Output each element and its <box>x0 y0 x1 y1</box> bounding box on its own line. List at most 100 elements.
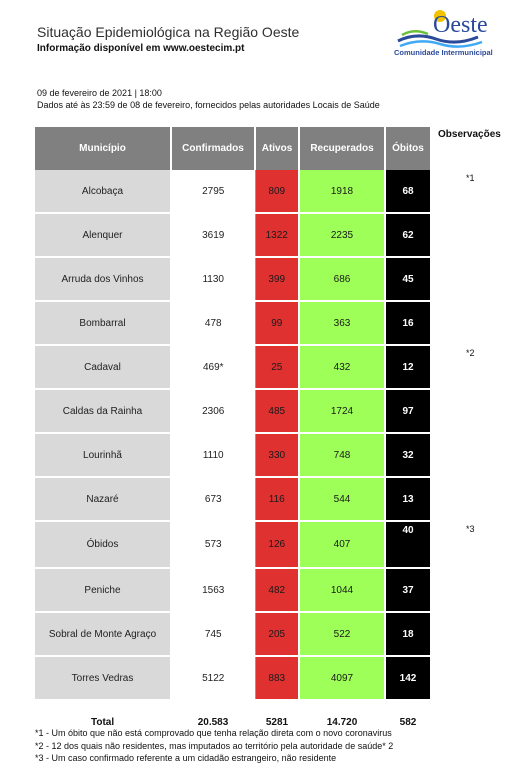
cell-municipio: Óbidos <box>35 521 172 569</box>
table-row: Bombarral 478 99 363 16 <box>35 301 430 346</box>
column-header-ativos: Ativos <box>255 127 300 170</box>
cell-obitos: 68 <box>385 170 430 214</box>
cell-municipio: Alcobaça <box>35 170 172 214</box>
cell-municipio: Lourinhã <box>35 433 172 478</box>
table-row: Torres Vedras 5122 883 4097 142 <box>35 656 430 701</box>
page-title: Situação Epidemiológica na Região Oeste <box>37 24 300 40</box>
total-ativos: 5281 <box>255 700 300 745</box>
logo-waves-icon <box>397 10 483 48</box>
table-row: Alcobaça 2795 809 1918 68 <box>35 170 430 214</box>
cell-ativos: 809 <box>255 170 300 214</box>
cell-obitos: 62 <box>385 213 430 258</box>
cell-municipio: Bombarral <box>35 301 172 346</box>
observation-mark: *3 <box>466 524 475 534</box>
cell-confirmados: 573 <box>170 521 256 569</box>
column-header-obitos: Óbitos <box>385 127 430 170</box>
cell-obitos: 142 <box>385 656 430 701</box>
cell-obitos: 32 <box>385 433 430 478</box>
cell-confirmados: 1130 <box>170 257 256 302</box>
cell-confirmados: 745 <box>170 612 256 657</box>
cell-obitos: 18 <box>385 612 430 657</box>
epidemiological-table: Município Confirmados Ativos Recuperados… <box>35 127 430 745</box>
footnote: *3 - Um caso confirmado referente a um c… <box>35 753 337 763</box>
cell-municipio: Nazaré <box>35 477 172 522</box>
cell-ativos: 482 <box>255 568 300 613</box>
column-header-confirmados: Confirmados <box>171 127 256 170</box>
table-row: Sobral de Monte Agraço 745 205 522 18 <box>35 612 430 657</box>
table-row: Caldas da Rainha 2306 485 1724 97 <box>35 389 430 434</box>
table-row: Lourinhã 1110 330 748 32 <box>35 433 430 478</box>
cell-confirmados: 469* <box>170 345 256 390</box>
logo-wordmark: Oeste <box>433 12 488 38</box>
cell-obitos: 16 <box>385 301 430 346</box>
cell-ativos: 485 <box>255 389 300 434</box>
cell-municipio: Peniche <box>35 568 172 613</box>
observation-mark: *2 <box>466 348 475 358</box>
total-confirmados: 20.583 <box>171 700 256 745</box>
cell-confirmados: 1110 <box>170 433 256 478</box>
cell-recuperados: 2235 <box>299 213 386 258</box>
cell-recuperados: 544 <box>299 477 386 522</box>
cell-ativos: 330 <box>255 433 300 478</box>
cell-recuperados: 686 <box>299 257 386 302</box>
column-header-recuperados: Recuperados <box>299 127 386 170</box>
cell-municipio: Arruda dos Vinhos <box>35 257 172 302</box>
logo-subtitle: Comunidade Intermunicipal <box>394 48 493 57</box>
cell-recuperados: 407 <box>299 521 386 569</box>
cell-obitos: 97 <box>385 389 430 434</box>
observations-header: Observações <box>438 129 501 140</box>
total-label: Total <box>35 700 172 745</box>
cell-ativos: 126 <box>255 521 300 569</box>
cell-recuperados: 1044 <box>299 568 386 613</box>
cell-municipio: Cadaval <box>35 345 172 390</box>
cell-obitos: 37 <box>385 568 430 613</box>
cell-obitos: 45 <box>385 257 430 302</box>
cell-ativos: 99 <box>255 301 300 346</box>
cell-obitos: 13 <box>385 477 430 522</box>
report-date: 09 de fevereiro de 2021 | 18:00 <box>37 88 162 98</box>
cell-obitos: 40 <box>385 521 430 569</box>
cell-recuperados: 522 <box>299 612 386 657</box>
table-row: Cadaval 469* 25 432 12 <box>35 345 430 390</box>
cell-ativos: 25 <box>255 345 300 390</box>
cell-recuperados: 432 <box>299 345 386 390</box>
cell-confirmados: 2306 <box>170 389 256 434</box>
cell-municipio: Sobral de Monte Agraço <box>35 612 172 657</box>
observation-mark: *1 <box>466 173 475 183</box>
cell-municipio: Caldas da Rainha <box>35 389 172 434</box>
cell-municipio: Alenquer <box>35 213 172 258</box>
table-header-row: Município Confirmados Ativos Recuperados… <box>35 127 430 170</box>
footnotes: *1 - Um óbito que não está comprovado qu… <box>35 727 393 765</box>
cell-ativos: 399 <box>255 257 300 302</box>
report-source: Dados até às 23:59 de 08 de fevereiro, f… <box>37 100 380 110</box>
cell-recuperados: 4097 <box>299 656 386 701</box>
table-row: Arruda dos Vinhos 1130 399 686 45 <box>35 257 430 302</box>
cell-obitos: 12 <box>385 345 430 390</box>
table-row: Óbidos 573 126 407 40 <box>35 521 430 569</box>
cell-confirmados: 2795 <box>170 170 256 214</box>
cell-confirmados: 478 <box>170 301 256 346</box>
cell-confirmados: 1563 <box>170 568 256 613</box>
cell-confirmados: 673 <box>170 477 256 522</box>
cell-confirmados: 5122 <box>170 656 256 701</box>
cell-ativos: 883 <box>255 656 300 701</box>
total-recuperados: 14.720 <box>299 700 386 745</box>
cell-ativos: 1322 <box>255 213 300 258</box>
cell-recuperados: 1918 <box>299 170 386 214</box>
footnote: *1 - Um óbito que não está comprovado qu… <box>35 728 392 738</box>
footnote: *2 - 12 dos quais não residentes, mas im… <box>35 740 394 751</box>
column-header-municipio: Município <box>35 127 172 170</box>
table-total-row: Total 20.583 5281 14.720 582 <box>35 700 430 745</box>
table-row: Peniche 1563 482 1044 37 <box>35 568 430 613</box>
table-row: Alenquer 3619 1322 2235 62 <box>35 213 430 258</box>
table-row: Nazaré 673 116 544 13 <box>35 477 430 522</box>
cell-confirmados: 3619 <box>170 213 256 258</box>
cell-ativos: 116 <box>255 477 300 522</box>
page-subtitle: Informação disponível em www.oestecim.pt <box>37 43 245 54</box>
oeste-logo: Oeste Comunidade Intermunicipal <box>392 8 510 60</box>
cell-ativos: 205 <box>255 612 300 657</box>
cell-municipio: Torres Vedras <box>35 656 172 701</box>
cell-recuperados: 1724 <box>299 389 386 434</box>
cell-recuperados: 363 <box>299 301 386 346</box>
cell-recuperados: 748 <box>299 433 386 478</box>
